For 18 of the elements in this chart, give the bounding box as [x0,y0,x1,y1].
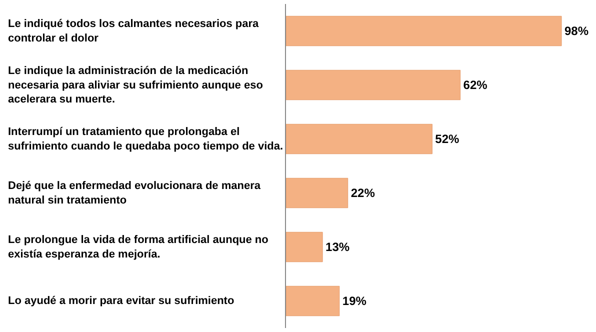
bar [286,178,348,208]
bar [286,124,432,154]
y-tick-label: Le prolongue la vida de forma artificial aunque no existía esperanza de mejoría. [8,234,269,260]
data-label: 22% [350,186,376,200]
y-tick-label: Le indique la administración de la medicación necesaria para aliviar su sufrimiento aunque eso acelerara su muerte. [8,65,264,106]
y-tick-label: Interrumpí un tratamiento que prolongaba el sufrimiento cuando le quedaba poco tiempo de vida. [8,126,284,152]
bar [286,232,323,262]
y-tick-label: Lo ayudé a morir para evitar su sufrimiento [8,295,234,307]
data-label: 62% [463,78,488,92]
data-label: 19% [342,294,367,308]
data-label: 13% [326,240,350,254]
y-tick-label: Le indiqué todos los calmantes necesarios para controlar el dolor [8,18,260,44]
bar [286,70,461,100]
data-label: 98% [564,24,589,38]
y-tick-label: Dejé que la enfermedad evolucionara de manera natural sin tratamiento [8,180,262,206]
bar [286,16,562,46]
bar [286,286,340,316]
data-label: 52% [435,132,460,146]
